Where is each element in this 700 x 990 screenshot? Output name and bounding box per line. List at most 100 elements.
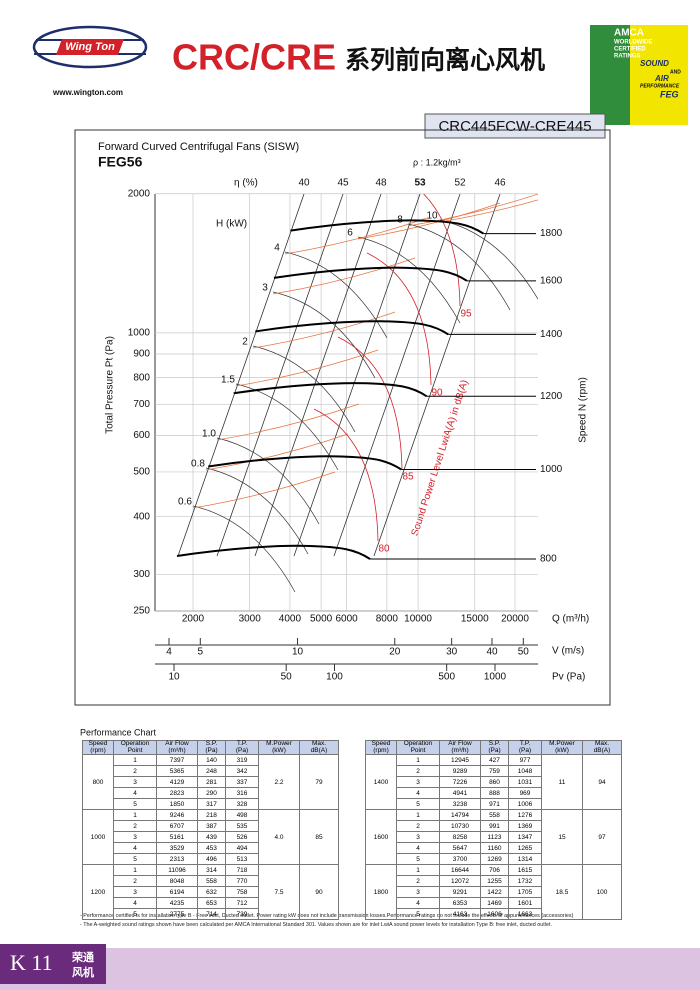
table-cell: 1469 bbox=[480, 897, 509, 909]
column-header: S.P. (Pa) bbox=[480, 740, 509, 755]
power-curve bbox=[192, 505, 296, 593]
table-cell: 1705 bbox=[508, 886, 542, 898]
title: CRC/CRE bbox=[172, 37, 336, 78]
table-cell: 5 bbox=[396, 908, 440, 920]
header-line: (kW) bbox=[272, 746, 286, 754]
title-cn: 系列前向离心风机 bbox=[345, 46, 545, 75]
sound-value: 90 bbox=[431, 388, 443, 399]
table-cell: 759 bbox=[480, 765, 509, 777]
table-cell: 1732 bbox=[508, 875, 542, 887]
table-cell: 218 bbox=[197, 809, 226, 821]
header-line: Operation bbox=[120, 740, 150, 747]
table-cell: 4 bbox=[113, 842, 157, 854]
header-row: Speed (rpm) Operation Point Air Flow (m³/h) S.… bbox=[365, 740, 622, 755]
header-line: Air Flow bbox=[165, 740, 189, 747]
flow-axis-label: Q (m³/h) bbox=[552, 614, 589, 625]
power-cell: 11 bbox=[541, 754, 583, 810]
table-cell: 718 bbox=[225, 864, 259, 876]
badge-line: WORLDWIDE bbox=[614, 40, 652, 46]
badge-sound: SOUND bbox=[640, 59, 669, 68]
table-cell: 494 bbox=[225, 842, 259, 854]
max-db-cell: 97 bbox=[582, 809, 622, 865]
power-curve bbox=[235, 383, 339, 471]
table-cell: 317 bbox=[197, 798, 226, 810]
badge-line: RATINGS bbox=[614, 54, 641, 60]
table-cell: 3700 bbox=[439, 853, 481, 865]
power-cell: 2.2 bbox=[258, 754, 300, 810]
power-value: 2 bbox=[242, 337, 248, 348]
speed-value: 1000 bbox=[540, 464, 563, 475]
table-cell: 3 bbox=[396, 776, 440, 788]
table-cell: 337 bbox=[225, 776, 259, 788]
table-cell: 2 bbox=[113, 765, 157, 777]
table-cell: 535 bbox=[225, 820, 259, 832]
table-cell: 860 bbox=[480, 776, 509, 788]
table-cell: 4235 bbox=[156, 897, 198, 909]
power-value: 3 bbox=[262, 283, 268, 294]
column-header: S.P. (Pa) bbox=[197, 740, 226, 755]
pv-tick-label: 100 bbox=[326, 672, 343, 683]
velocity-tick-label: 20 bbox=[389, 647, 401, 658]
table-cell: 1048 bbox=[508, 765, 542, 777]
table-cell: 632 bbox=[197, 886, 226, 898]
efficiency-line bbox=[333, 194, 461, 557]
table-cell: 248 bbox=[197, 765, 226, 777]
power-value: 4 bbox=[274, 243, 280, 254]
power-cell: 18.5 bbox=[541, 864, 583, 920]
speed-axis-label: Speed N (rpm) bbox=[578, 377, 589, 443]
efficiency-value: 48 bbox=[375, 178, 387, 189]
x-tick-label: 2000 bbox=[182, 614, 205, 625]
power-value: 6 bbox=[347, 228, 353, 239]
table-cell: 1 bbox=[113, 864, 157, 876]
speed-cell: 1200 bbox=[82, 864, 114, 920]
performance-title: Performance Chart bbox=[80, 727, 157, 737]
velocity-tick-label: 40 bbox=[486, 647, 498, 658]
table-cell: 558 bbox=[480, 809, 509, 821]
table-row: 1400 1 12945 427 977 11 94 bbox=[365, 754, 622, 810]
logo-plate bbox=[56, 39, 124, 55]
column-header: M.Power (kW) bbox=[541, 740, 583, 755]
table-cell: 1255 bbox=[480, 875, 509, 887]
efficiency-line bbox=[373, 194, 501, 557]
table-cell: 1347 bbox=[508, 831, 542, 843]
table-cell: 7226 bbox=[439, 776, 481, 788]
pv-tick-label: 1000 bbox=[484, 672, 507, 683]
power-cell: 15 bbox=[541, 809, 583, 865]
power-curve bbox=[407, 223, 511, 311]
pv-tick-label: 500 bbox=[438, 672, 455, 683]
brand: 荣通 bbox=[71, 950, 94, 964]
table-cell: 4 bbox=[113, 787, 157, 799]
column-header: M.Power (kW) bbox=[258, 740, 300, 755]
table-cell: 1369 bbox=[508, 820, 542, 832]
table-row: 1200 1 11096 314 718 7.5 90 bbox=[82, 864, 339, 920]
table-cell: 5161 bbox=[156, 831, 198, 843]
table-row: 1800 1 16644 706 1615 18.5 100 bbox=[365, 864, 622, 920]
column-header: Speed (rpm) bbox=[82, 740, 114, 755]
table-cell: 2 bbox=[396, 820, 440, 832]
header-line: dB(A) bbox=[310, 746, 328, 754]
badge-line: CERTIFIED bbox=[614, 47, 646, 53]
table-cell: 4 bbox=[396, 787, 440, 799]
speed-curve bbox=[176, 544, 371, 560]
efficiency-value: 52 bbox=[454, 178, 466, 189]
table-cell: 5 bbox=[396, 853, 440, 865]
table-cell: 706 bbox=[480, 864, 509, 876]
table-cell: 12072 bbox=[439, 875, 481, 887]
table-cell: 2 bbox=[113, 820, 157, 832]
speed-curve bbox=[290, 219, 484, 235]
column-header: T.P. (Pa) bbox=[225, 740, 259, 755]
table-cell: 3529 bbox=[156, 842, 198, 854]
note: - The A-weighted sound ratings shown hav… bbox=[80, 922, 552, 928]
header-line: T.P. bbox=[236, 740, 248, 747]
logo-text: Wing Ton bbox=[65, 41, 115, 53]
density: ρ : 1.2kg/m³ bbox=[413, 157, 461, 167]
performance-table: Speed (rpm) Operation Point Air Flow (m³/h) S.… bbox=[365, 740, 622, 920]
max-db-cell: 85 bbox=[299, 809, 339, 865]
velocity-tick-label: 5 bbox=[198, 647, 204, 658]
table-cell: 496 bbox=[197, 853, 226, 865]
y-tick-label: 600 bbox=[133, 430, 150, 441]
speed-cell: 1400 bbox=[365, 754, 397, 810]
table-cell: 969 bbox=[508, 787, 542, 799]
table-cell: 314 bbox=[197, 864, 226, 876]
table-cell: 9246 bbox=[156, 809, 198, 821]
